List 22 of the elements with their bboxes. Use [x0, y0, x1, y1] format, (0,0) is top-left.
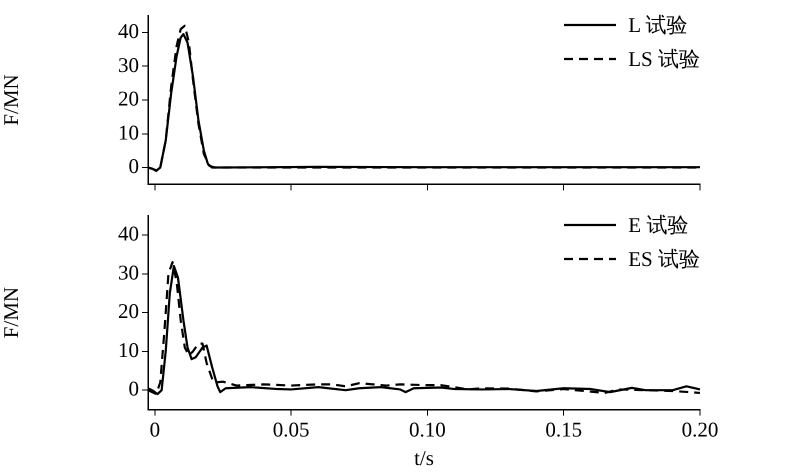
- y-tick-label: 10: [118, 120, 139, 144]
- x-tick-label: 0: [150, 418, 160, 442]
- x-axis-title: t/s: [414, 446, 434, 470]
- legend-label: L 试验: [628, 12, 688, 39]
- y-tick-label: 30: [118, 52, 139, 77]
- y-tick-label: 40: [118, 222, 139, 246]
- y-tick-label: 0: [128, 376, 139, 401]
- y-tick-label: 0: [128, 154, 139, 178]
- legend-label: LS 试验: [628, 46, 700, 73]
- legend-label: ES 试验: [628, 246, 700, 273]
- y-tick-label: 30: [118, 260, 139, 284]
- y-tick-label: 20: [118, 299, 139, 324]
- y-axis-title: F/MN: [0, 286, 24, 338]
- x-tick-label: 0.15: [545, 418, 582, 442]
- y-tick-label: 20: [118, 86, 139, 111]
- y-axis-title: F/MN: [0, 74, 24, 126]
- x-tick-label: 0.20: [682, 418, 718, 442]
- x-tick-label: 0.10: [409, 418, 446, 442]
- y-tick-label: 40: [118, 18, 139, 43]
- legend-label: E 试验: [628, 212, 688, 239]
- x-tick-label: 0.05: [272, 418, 310, 442]
- y-tick-label: 10: [118, 338, 139, 362]
